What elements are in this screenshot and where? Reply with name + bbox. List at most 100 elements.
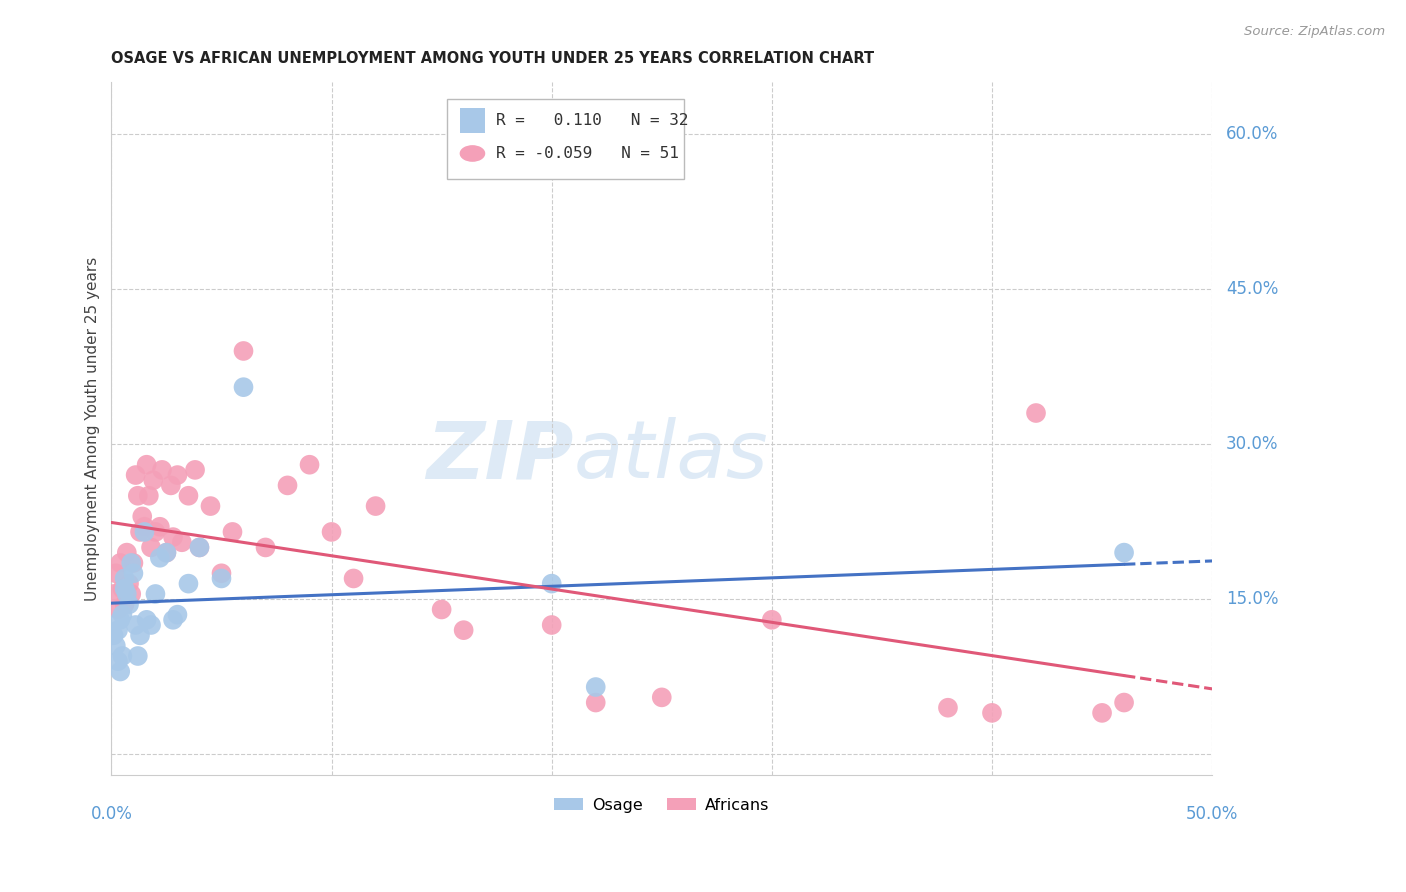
Legend: Osage, Africans: Osage, Africans [547, 791, 776, 819]
Point [114, 582, 136, 596]
Point [111, 582, 134, 596]
Text: R =   0.110   N = 32: R = 0.110 N = 32 [495, 112, 688, 128]
Point [221, 524, 243, 539]
Text: 50.0%: 50.0% [1185, 805, 1239, 823]
Point [110, 556, 132, 570]
Point [364, 499, 387, 513]
Point [177, 489, 200, 503]
Point [107, 602, 129, 616]
Y-axis label: Unemployment Among Youth under 25 years: Unemployment Among Youth under 25 years [86, 256, 100, 600]
Point [145, 524, 167, 539]
Point [177, 576, 200, 591]
Point [155, 546, 177, 560]
Circle shape [460, 146, 485, 161]
Point [129, 628, 152, 642]
Point [160, 478, 183, 492]
Point [1112, 546, 1135, 560]
Text: ZIP: ZIP [426, 417, 574, 495]
Point [1025, 406, 1047, 420]
Text: R = -0.059   N = 51: R = -0.059 N = 51 [495, 146, 679, 161]
Point [166, 607, 188, 622]
Text: 30.0%: 30.0% [1226, 435, 1278, 453]
FancyBboxPatch shape [447, 99, 683, 179]
Point [211, 566, 233, 581]
Point [188, 541, 211, 555]
Point [162, 530, 184, 544]
Point [138, 489, 160, 503]
Point [145, 587, 167, 601]
Point [131, 509, 153, 524]
Point [139, 618, 162, 632]
Text: 60.0%: 60.0% [1226, 125, 1278, 143]
Point [298, 458, 321, 472]
FancyBboxPatch shape [460, 108, 485, 133]
Point [981, 706, 1004, 720]
Point [104, 639, 127, 653]
Point [200, 499, 222, 513]
Point [118, 576, 141, 591]
Point [134, 520, 156, 534]
Point [585, 696, 607, 710]
Point [122, 556, 145, 570]
Point [936, 700, 959, 714]
Point [540, 576, 562, 591]
Point [162, 613, 184, 627]
Point [430, 602, 453, 616]
Text: 15.0%: 15.0% [1226, 591, 1278, 608]
Text: Source: ZipAtlas.com: Source: ZipAtlas.com [1244, 25, 1385, 38]
Point [104, 566, 127, 581]
Text: 45.0%: 45.0% [1226, 280, 1278, 298]
Point [155, 546, 177, 560]
Point [111, 607, 134, 622]
Point [135, 458, 157, 472]
Point [585, 680, 607, 694]
Point [321, 524, 343, 539]
Point [211, 571, 233, 585]
Point [184, 463, 207, 477]
Point [150, 463, 173, 477]
Point [170, 535, 193, 549]
Point [110, 665, 132, 679]
Point [120, 587, 142, 601]
Point [276, 478, 298, 492]
Point [129, 524, 152, 539]
Point [134, 524, 156, 539]
Point [115, 587, 138, 601]
Point [111, 648, 134, 663]
Point [342, 571, 364, 585]
Point [124, 618, 146, 632]
Text: OSAGE VS AFRICAN UNEMPLOYMENT AMONG YOUTH UNDER 25 YEARS CORRELATION CHART: OSAGE VS AFRICAN UNEMPLOYMENT AMONG YOUT… [111, 51, 875, 66]
Text: atlas: atlas [574, 417, 769, 495]
Point [122, 566, 145, 581]
Point [232, 380, 254, 394]
Point [453, 623, 475, 637]
Point [254, 541, 277, 555]
Point [115, 546, 138, 560]
Point [114, 571, 136, 585]
Point [166, 468, 188, 483]
Point [120, 556, 142, 570]
Point [110, 613, 132, 627]
Point [761, 613, 783, 627]
Point [135, 613, 157, 627]
Point [103, 628, 125, 642]
Point [149, 520, 172, 534]
Point [1091, 706, 1114, 720]
Text: 0.0%: 0.0% [90, 805, 132, 823]
Point [107, 654, 129, 668]
Point [188, 541, 211, 555]
Point [107, 623, 129, 637]
Point [1112, 696, 1135, 710]
Point [118, 597, 141, 611]
Point [103, 587, 125, 601]
Point [540, 618, 562, 632]
Point [124, 468, 146, 483]
Point [232, 343, 254, 358]
Point [651, 690, 673, 705]
Point [127, 648, 149, 663]
Point [127, 489, 149, 503]
Point [114, 597, 136, 611]
Point [139, 541, 162, 555]
Point [149, 550, 172, 565]
Point [142, 473, 165, 487]
